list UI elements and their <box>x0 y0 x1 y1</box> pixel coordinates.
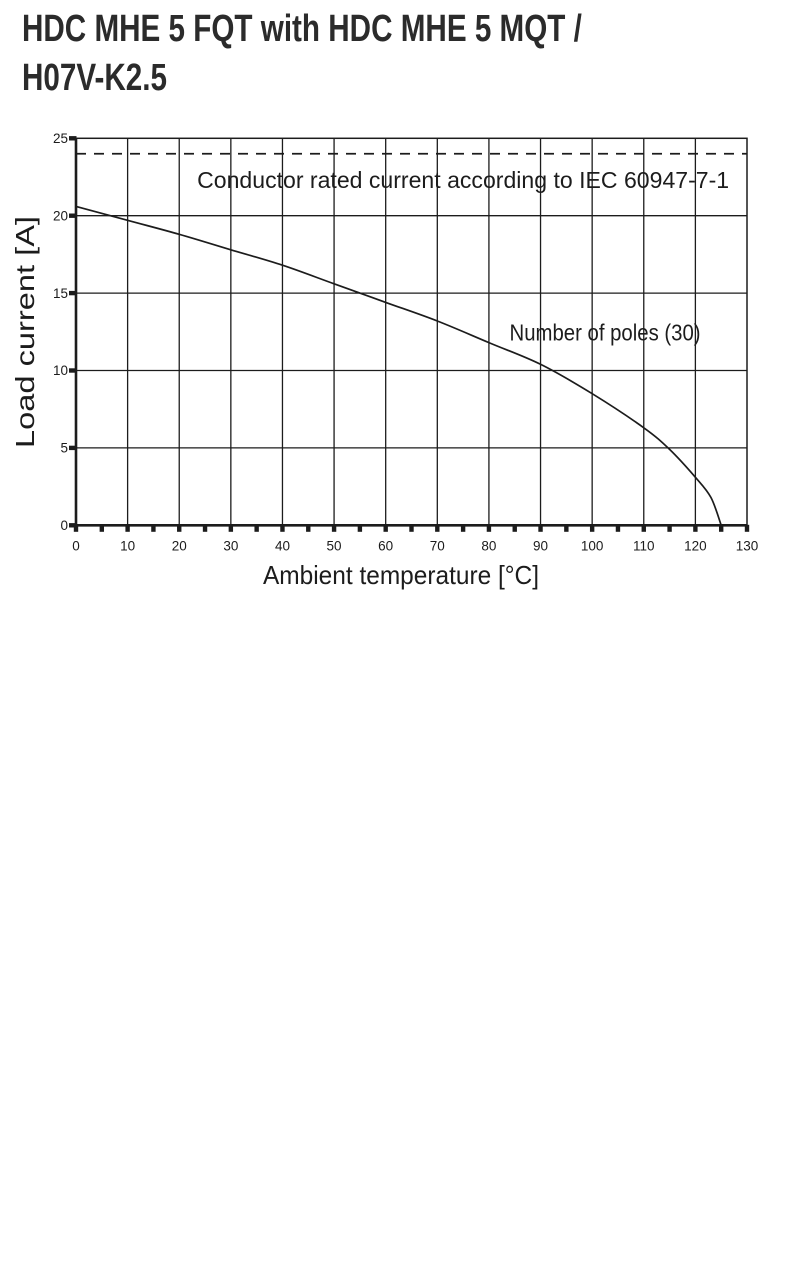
series-label: Number of poles (30) <box>510 319 701 345</box>
x-tick-mark <box>512 524 517 532</box>
y-tick-label: 10 <box>53 363 68 378</box>
y-tick-label: 0 <box>60 518 68 533</box>
x-tick-mark <box>667 524 672 532</box>
x-tick-label: 90 <box>533 539 548 554</box>
chart-title-line-1: HDC MHE 5 FQT with HDC MHE 5 MQT / <box>22 8 582 50</box>
x-tick-mark <box>538 524 543 532</box>
x-tick-label: 30 <box>223 539 238 554</box>
x-tick-label: 70 <box>430 539 445 554</box>
tick-labels: 0 10 20 30 40 50 60 70 80 90 100 110 120 130 0 5 10 15 20 2… <box>53 131 758 554</box>
tick-marks <box>69 136 750 532</box>
x-tick-mark <box>73 524 79 532</box>
x-tick-label: 110 <box>633 539 655 554</box>
y-tick-label: 15 <box>53 286 68 301</box>
x-tick-mark <box>125 524 130 532</box>
y-tick-mark <box>69 523 77 528</box>
x-axis-label: Ambient temperature [°C] <box>263 560 539 590</box>
y-tick-label: 5 <box>60 441 68 456</box>
x-tick-mark <box>693 524 698 532</box>
x-tick-mark <box>435 524 440 532</box>
y-tick-mark <box>69 213 77 218</box>
x-tick-mark <box>202 524 208 532</box>
x-tick-mark <box>151 524 156 532</box>
x-tick-mark <box>383 524 388 532</box>
rated-current-label: Conductor rated current according to IEC… <box>197 167 729 193</box>
y-tick-mark <box>69 445 77 451</box>
y-tick-mark <box>69 368 77 373</box>
x-tick-label: 80 <box>481 539 496 554</box>
x-tick-mark <box>254 524 259 532</box>
chart-title: HDC MHE 5 FQT with HDC MHE 5 MQT / H07V-… <box>22 5 582 103</box>
x-tick-mark <box>228 524 234 532</box>
x-tick-label: 50 <box>327 539 342 554</box>
x-tick-mark <box>177 524 182 532</box>
x-tick-label: 0 <box>72 539 80 554</box>
x-tick-mark <box>99 524 105 532</box>
x-tick-mark <box>331 524 337 532</box>
x-tick-mark <box>460 524 466 532</box>
derating-chart: Conductor rated current according to IEC… <box>10 131 758 590</box>
x-tick-mark <box>589 524 595 532</box>
x-tick-mark <box>486 524 492 532</box>
x-tick-mark <box>357 524 363 532</box>
x-tick-mark <box>306 524 311 532</box>
derating-curve <box>75 205 722 526</box>
grid <box>76 138 747 526</box>
x-tick-mark <box>744 524 750 532</box>
x-tick-mark <box>409 524 414 532</box>
chart-title-line-2: H07V-K2.5 <box>22 57 167 99</box>
y-tick-label: 20 <box>53 208 68 223</box>
x-tick-mark <box>615 524 621 532</box>
x-tick-label: 120 <box>684 539 707 554</box>
x-tick-label: 60 <box>378 539 393 554</box>
y-tick-mark <box>69 290 77 296</box>
x-tick-label: 10 <box>120 539 135 554</box>
x-tick-mark <box>718 524 724 532</box>
x-tick-mark <box>280 524 285 532</box>
y-tick-label: 25 <box>53 131 68 146</box>
x-tick-label: 40 <box>275 539 290 554</box>
x-tick-label: 100 <box>581 539 604 554</box>
x-tick-mark <box>564 524 569 532</box>
y-axis-label: Load current [A] <box>10 216 40 448</box>
x-tick-label: 130 <box>736 539 759 554</box>
y-tick-mark <box>69 136 77 141</box>
x-tick-mark <box>641 524 646 532</box>
x-tick-label: 20 <box>172 539 187 554</box>
